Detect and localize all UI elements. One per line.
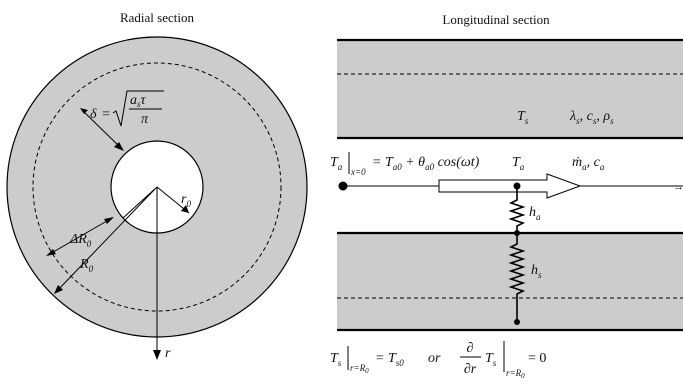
delta-arrow-line [81,109,123,150]
inlet-x0-subscript: x=0 [350,167,366,177]
air-temperature-label: Ta [512,155,525,172]
R0-arrowhead [54,285,63,294]
boundary-condition-equation: Ts r=R0 = Ts0 or ∂ ∂r Ts r=R0 = 0 [330,341,546,380]
delta-arrowhead-outer [80,108,88,114]
bc-r-eq-R0-1: r=R0 [350,363,369,375]
solid-conduction-resistor [508,233,526,322]
slab-properties-label: λs, cs, ρs [569,109,614,126]
deltaR0-arrowhead-outer [46,249,56,256]
deltaR0-arrowhead-inner [104,217,114,224]
sqrt-radical [112,90,164,127]
lower-slab [337,233,683,330]
outlet-arrow-glyph: → [673,181,683,193]
radial-section-title: Radial section [120,10,195,25]
bc-r-eq-R0-2: r=R0 [506,368,525,380]
slab-node [514,319,520,325]
r-axis-label: r [165,346,171,361]
air-convection-resistor [508,186,526,233]
penetration-depth-equation: δ = asτ π [90,90,164,127]
sqrt-denominator: π [141,112,149,127]
inlet-boundary-equation: Ta [330,155,343,172]
hs-label: hs [531,263,542,280]
upper-slab [337,40,683,138]
slab-temperature-label: Ts [517,109,529,126]
inlet-node [338,181,348,191]
delta-equals: = [102,107,110,122]
r-axis-arrowhead [153,350,161,360]
ha-label: ha [529,205,541,222]
deltaR0-arrow-line [47,217,113,256]
R0-label: R0 [79,257,94,274]
bc-equals-Ts0: = Ts0 [375,351,404,368]
longitudinal-section-title: Longitudinal section [442,12,550,27]
bc-Ts: Ts [330,351,342,368]
air-flow-arrow [438,173,582,199]
longitudinal-section: Ts λs, cs, ρs → Ta x=0 = Ta0 + θa0 cos(ω… [330,38,683,332]
deltaR0-label: ΔR0 [69,232,92,249]
bc-partial-den: ∂r [464,362,477,377]
bc-equals-zero: = 0 [528,351,546,366]
air-flow-properties-label: ṁa, ca [572,155,605,172]
sqrt-numerator: asτ [130,93,147,109]
bc-or: or [428,351,441,366]
delta-symbol: δ [90,107,97,122]
delta-arrowhead-inner [114,142,124,151]
bc-partial-num: ∂ [467,341,474,356]
r0-label: r0 [181,192,191,209]
inlet-equation-rhs: = Ta0 + θa0 cos(ωt) [372,155,480,172]
r0-arrowhead [181,205,189,213]
R0-arrow-line [55,188,156,293]
bc-Ts-2: Ts [485,351,497,368]
penetration-depth-circle [32,62,282,312]
radial-section: r r0 δ = asτ π ΔR0 R0 [6,36,308,361]
